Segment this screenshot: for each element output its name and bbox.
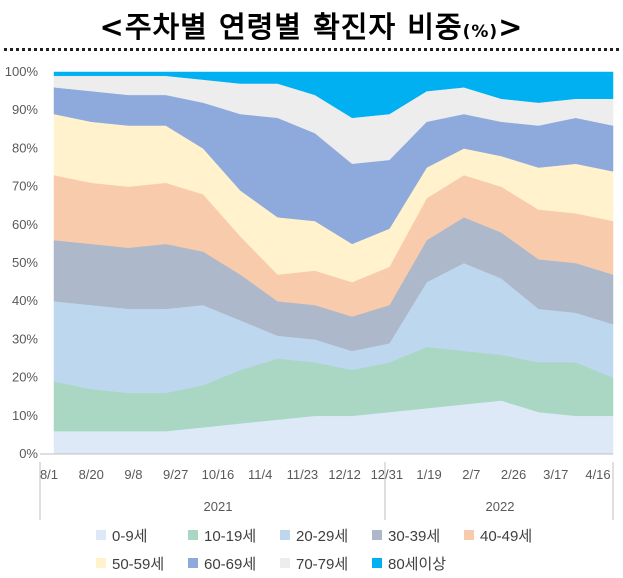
legend-label: 30-39세 — [388, 527, 441, 545]
legend-item: 60-69세 — [188, 553, 280, 574]
chart-title-end: > — [498, 10, 524, 44]
legend-item: 70-79세 — [280, 553, 372, 574]
legend-item: 10-19세 — [188, 525, 280, 546]
y-tick-label: 50% — [12, 255, 38, 270]
legend-swatch — [96, 558, 106, 568]
legend-item: 50-59세 — [96, 553, 188, 574]
legend-swatch — [188, 558, 198, 568]
y-tick-label: 70% — [12, 179, 38, 194]
legend-row: 0-9세 10-19세 20-29세 30-39세 40-49세 — [96, 521, 566, 549]
y-tick-label: 100% — [5, 64, 39, 79]
y-tick-label: 60% — [12, 217, 38, 232]
x-tick-label: 9/27 — [163, 467, 188, 482]
x-tick-label: 4/16 — [585, 467, 610, 482]
x-tick-label: 8/20 — [79, 467, 104, 482]
year-label-2021: 2021 — [204, 499, 233, 514]
legend-item: 20-29세 — [280, 525, 372, 546]
area-80세이상 — [53, 71, 614, 119]
x-tick-label: 9/8 — [124, 467, 142, 482]
legend-swatch — [464, 530, 474, 540]
legend-item: 30-39세 — [372, 525, 464, 546]
y-tick-label: 30% — [12, 331, 38, 346]
legend-swatch — [188, 530, 198, 540]
chart-legend: 0-9세 10-19세 20-29세 30-39세 40-49세 50-59세 60-69… — [96, 521, 566, 577]
legend-label: 0-9세 — [112, 527, 148, 545]
legend-label: 10-19세 — [204, 527, 257, 545]
legend-item: 0-9세 — [96, 525, 188, 546]
y-tick-label: 10% — [12, 408, 38, 423]
legend-swatch — [372, 558, 382, 568]
chart-title-unit: (%) — [462, 22, 499, 42]
y-tick-label: 20% — [12, 370, 38, 385]
legend-item: 80세이상 — [372, 553, 464, 574]
x-tick-label: 11/23 — [287, 467, 319, 482]
legend-label: 80세이상 — [388, 555, 447, 573]
legend-row: 50-59세 60-69세 70-79세 80세이상 — [96, 549, 566, 577]
x-tick-label: 2/26 — [501, 467, 526, 482]
x-tick-label: 12/31 — [371, 467, 404, 482]
x-tick-label: 11/4 — [248, 467, 272, 482]
legend-label: 20-29세 — [296, 527, 349, 545]
y-tick-label: 0% — [19, 446, 38, 461]
x-tick-label: 8/1 — [40, 467, 58, 482]
legend-label: 40-49세 — [480, 527, 533, 545]
legend-swatch — [280, 530, 290, 540]
legend-swatch — [280, 558, 290, 568]
x-tick-label: 1/19 — [416, 467, 441, 482]
legend-label: 50-59세 — [112, 555, 165, 573]
y-tick-label: 80% — [12, 140, 38, 155]
year-label-2022: 2022 — [486, 499, 515, 514]
legend-label: 60-69세 — [204, 555, 257, 573]
title-divider — [4, 48, 619, 51]
x-tick-label: 10/16 — [202, 467, 235, 482]
legend-item: 40-49세 — [464, 525, 556, 546]
chart-title-main: <주차별 연령별 확진자 비중 — [99, 10, 463, 44]
x-tick-label: 12/12 — [328, 467, 361, 482]
x-tick-label: 2/7 — [462, 467, 480, 482]
y-tick-label: 90% — [12, 102, 38, 117]
legend-swatch — [96, 530, 106, 540]
chart-title: <주차별 연령별 확진자 비중(%)> — [0, 4, 623, 46]
legend-swatch — [372, 530, 382, 540]
y-tick-label: 40% — [12, 293, 38, 308]
stacked-area-chart: 0% 10% 20% 30% 40% 50% 60% 70% 80% 90% 100% 8/1 8/20… — [5, 64, 614, 520]
x-tick-label: 3/17 — [543, 467, 568, 482]
legend-label: 70-79세 — [296, 555, 349, 573]
